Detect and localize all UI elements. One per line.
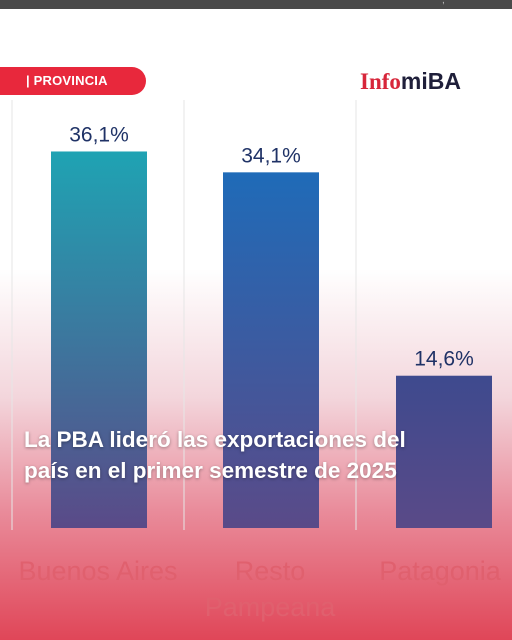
headline-line-2: país en el primer semestre de 2025: [24, 458, 397, 483]
headline-line-1: La PBA lideró las exportaciones del: [24, 427, 406, 452]
bar-2: [396, 375, 492, 528]
section-tag[interactable]: | PROVINCIA: [0, 67, 146, 95]
category-label-2: Patagonia: [379, 556, 502, 586]
infomiba-logo: InfomiBA: [360, 66, 461, 97]
comma-glyph-icon: ,: [442, 0, 445, 6]
bar-1: [223, 172, 319, 528]
logo-part-info: Info: [360, 69, 401, 94]
category-label-0: Buenos Aires: [18, 556, 177, 586]
top-bar: ,: [0, 0, 512, 9]
value-label-0: 36,1%: [69, 123, 129, 146]
category-label-1: Resto: [235, 556, 306, 586]
value-label-1: 34,1%: [241, 144, 301, 167]
logo-part-miba: miBA: [400, 68, 461, 94]
headline: La PBA lideró las exportaciones del país…: [24, 424, 494, 486]
value-label-2: 14,6%: [414, 348, 474, 371]
category-label-1: Pampeana: [205, 592, 337, 622]
bar-0: [51, 151, 147, 529]
